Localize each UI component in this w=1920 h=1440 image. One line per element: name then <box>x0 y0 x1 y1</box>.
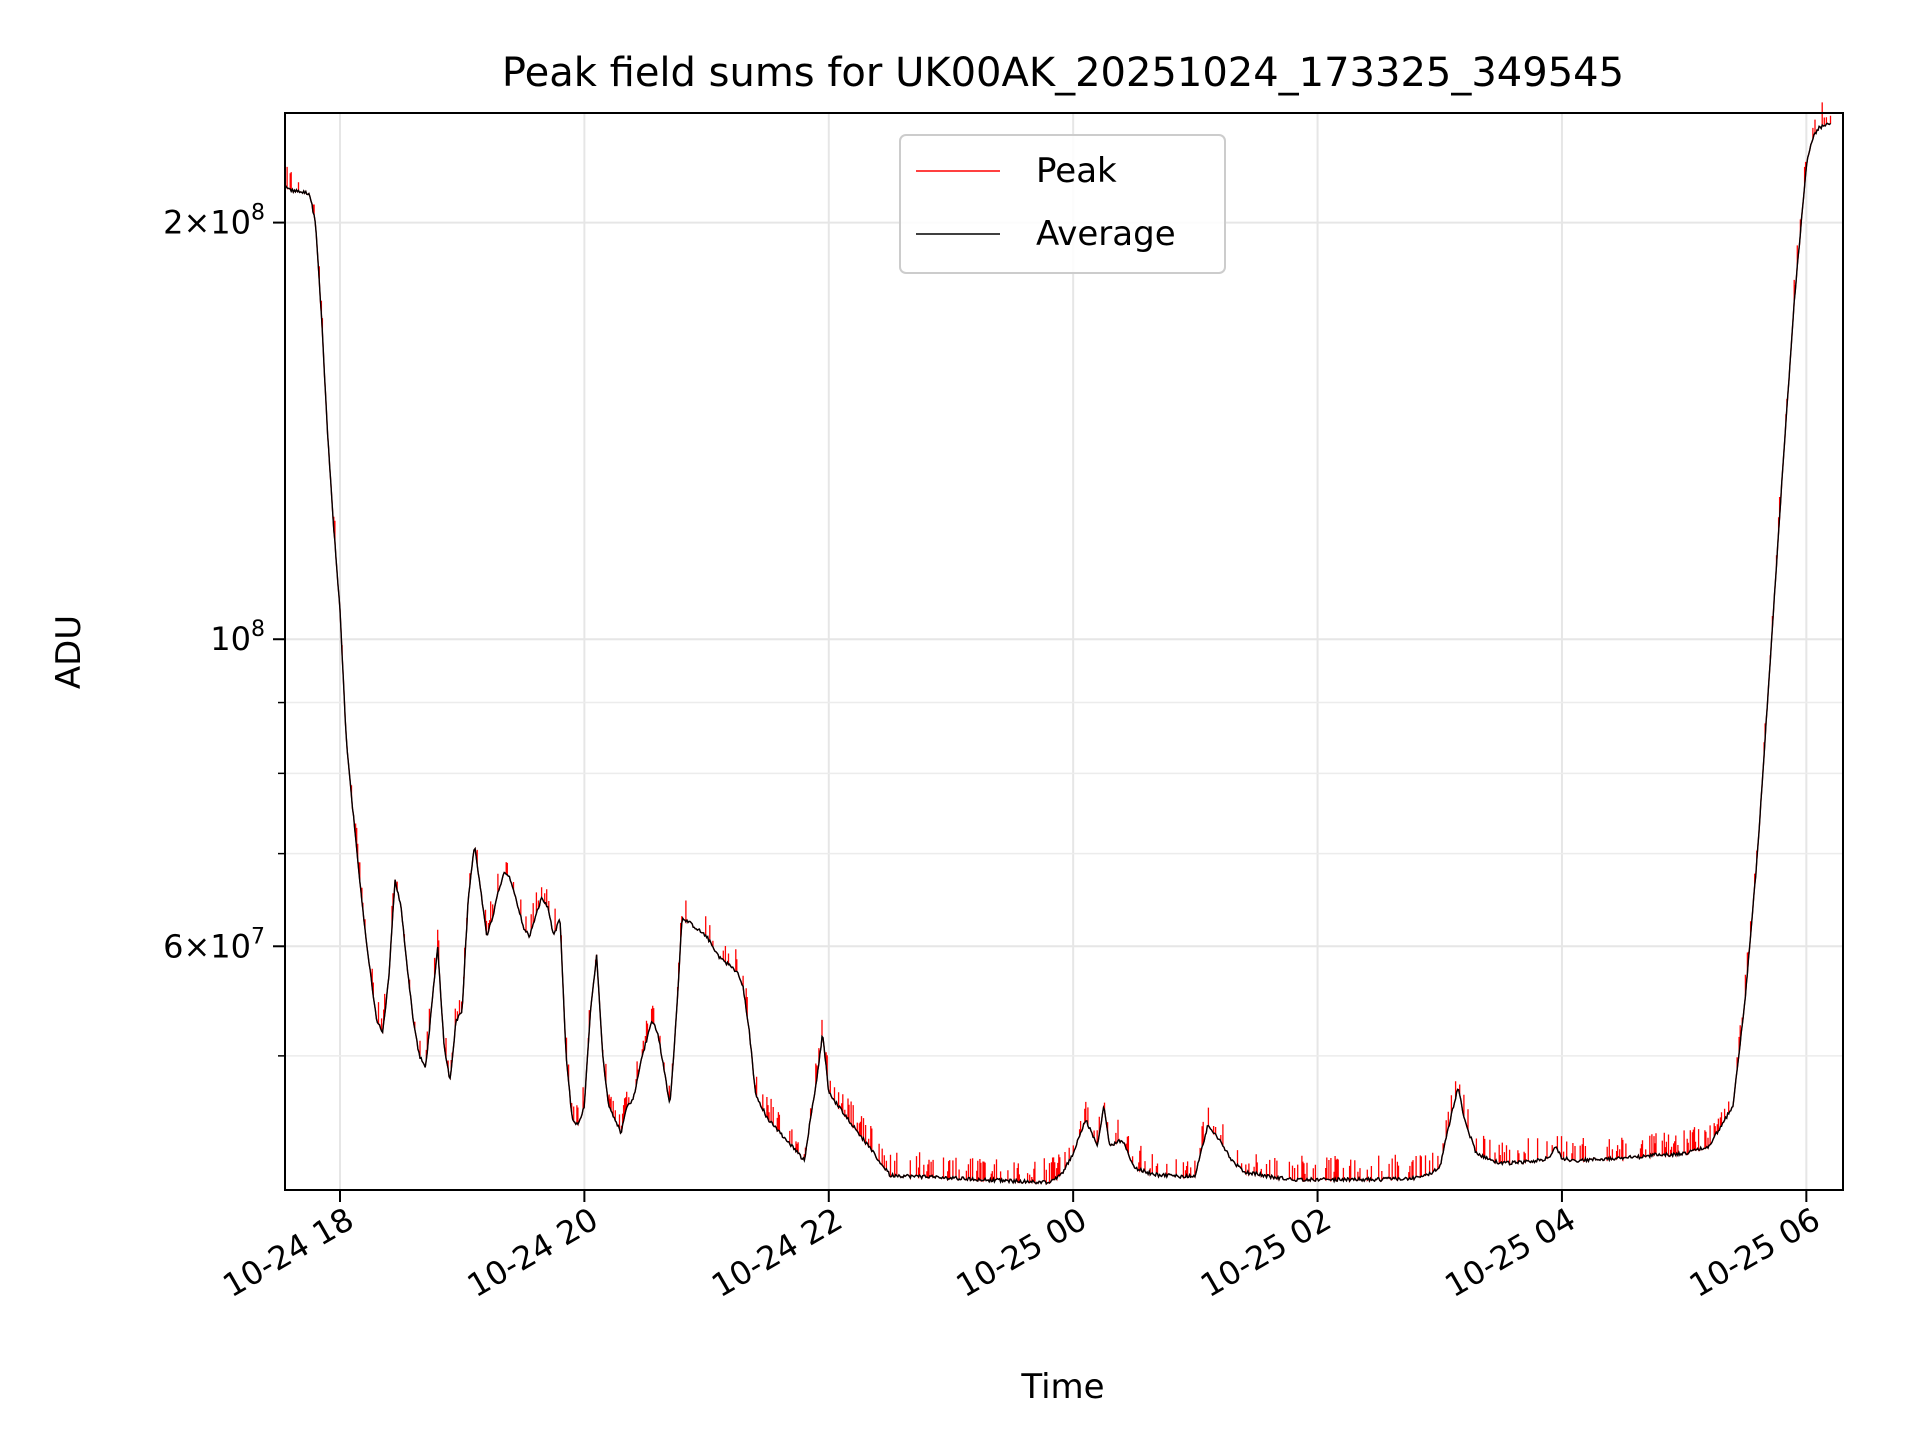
legend-box <box>899 134 1226 274</box>
legend-label-peak: Peak <box>1036 151 1117 191</box>
y-axis-title: ADU <box>49 615 89 689</box>
y-tick-label: 108 <box>210 617 265 658</box>
y-tick-label: 2×108 <box>163 201 265 242</box>
legend: Peak Average <box>899 134 1226 274</box>
legend-label-average: Average <box>1036 214 1176 254</box>
plot-frame <box>284 112 1844 1191</box>
y-tick-label: 6×107 <box>163 924 265 965</box>
y-tick-label-base: 6×10 <box>163 927 251 965</box>
y-tick-label-base: 2×10 <box>163 204 251 242</box>
chart-title: Peak field sums for UK00AK_20251024_1733… <box>502 50 1624 96</box>
y-tick-label-exponent: 8 <box>251 617 265 642</box>
series-average-line <box>284 122 1831 1186</box>
y-tick-label-base: 10 <box>210 620 251 658</box>
x-axis-title: Time <box>1020 1367 1104 1407</box>
y-tick-label-exponent: 8 <box>251 201 265 226</box>
series-lines <box>284 102 1832 1186</box>
y-tick-label-exponent: 7 <box>251 924 265 949</box>
grid-lines <box>285 113 1843 1190</box>
